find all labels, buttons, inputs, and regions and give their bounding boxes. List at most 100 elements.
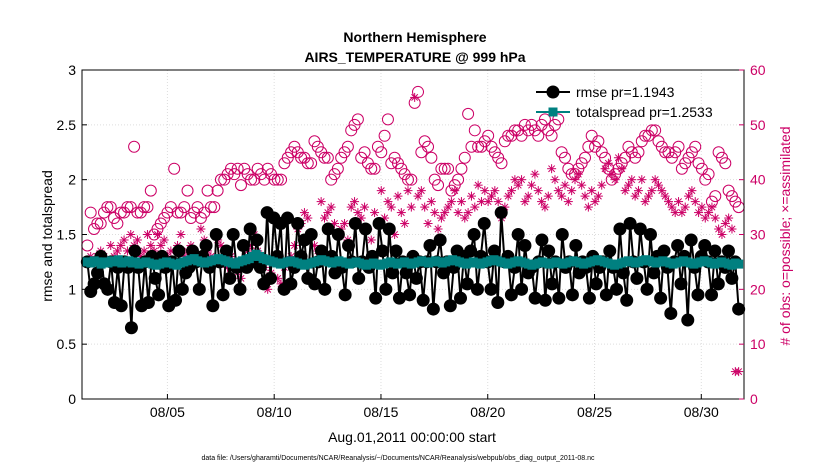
obs-possible-point xyxy=(121,201,134,214)
obs-possible-point xyxy=(94,217,107,230)
obs-assimilated-point xyxy=(527,180,537,190)
rmse-point xyxy=(372,217,386,231)
obs-possible-point xyxy=(702,168,715,181)
obs-assimilated-point xyxy=(142,230,152,239)
obs-assimilated-point xyxy=(406,202,416,212)
rmse-point xyxy=(342,238,356,252)
obs-possible-point xyxy=(438,162,451,175)
rmse-point xyxy=(518,238,532,252)
rmse-point xyxy=(671,238,685,252)
x-tick-label: 08/30 xyxy=(684,404,719,420)
obs-assimilated-point xyxy=(490,186,500,196)
obs-possible-point xyxy=(181,184,194,197)
legend: rmse pr=1.1943 totalspread pr=1.2533 xyxy=(536,84,713,120)
obs-possible-point xyxy=(358,146,371,159)
obs-possible-point xyxy=(645,124,658,137)
obs-possible-point xyxy=(468,124,481,137)
obs-assimilated-point xyxy=(694,208,704,218)
rmse-point xyxy=(487,244,501,258)
rmse-point xyxy=(599,288,613,302)
rmse-point xyxy=(321,222,335,236)
obs-assimilated-point xyxy=(146,240,156,250)
obs-assimilated-point xyxy=(643,191,653,201)
obs-possible-point xyxy=(415,146,428,159)
obs-assimilated-point xyxy=(132,235,142,245)
rmse-point xyxy=(725,271,739,285)
obs-assimilated-point xyxy=(316,197,326,207)
rmse-point xyxy=(538,293,552,307)
y2-tick-label: 60 xyxy=(750,62,766,78)
obs-assimilated-point xyxy=(553,186,563,196)
obs-possible-point xyxy=(301,157,314,170)
obs-assimilated-point xyxy=(386,202,396,212)
rmse-point xyxy=(124,321,138,335)
obs-assimilated-point xyxy=(507,186,517,196)
obs-assimilated-point xyxy=(687,186,697,196)
obs-assimilated-point xyxy=(540,202,550,212)
obs-possible-point xyxy=(442,162,455,175)
rmse-point xyxy=(623,217,637,231)
rmse-point xyxy=(504,288,518,302)
rmse-point xyxy=(643,228,657,241)
y2-tick-label: 0 xyxy=(750,391,758,407)
obs-assimilated-point xyxy=(483,197,493,207)
rmse-point xyxy=(233,282,247,296)
obs-possible-point xyxy=(84,206,97,219)
rmse-point xyxy=(152,288,166,302)
obs-assimilated-point xyxy=(360,202,370,212)
obs-possible-point xyxy=(365,162,378,175)
rmse-point xyxy=(630,271,644,285)
rmse-point xyxy=(453,291,467,305)
obs-assimilated-point xyxy=(727,224,737,234)
rmse-point xyxy=(219,244,233,258)
obs-possible-point xyxy=(538,113,551,126)
obs-assimilated-point xyxy=(126,230,136,239)
obs-assimilated-point xyxy=(714,224,724,234)
obs-possible-point xyxy=(579,151,592,164)
rmse-point xyxy=(359,222,373,236)
rmse-point xyxy=(280,211,294,225)
obs-assimilated-point xyxy=(443,202,453,212)
obs-assimilated-point xyxy=(707,202,717,212)
obs-assimilated-point xyxy=(563,197,573,207)
chart-title: Northern Hemisphere xyxy=(343,29,486,45)
y2-tick-label: 40 xyxy=(750,172,766,188)
obs-assimilated-point xyxy=(657,186,667,196)
y-axis-label: rmse and totalspread xyxy=(39,170,55,302)
y2-tick-label: 20 xyxy=(750,281,766,297)
obs-possible-point xyxy=(144,184,157,197)
obs-assimilated-point xyxy=(119,235,129,245)
obs-assimilated-point xyxy=(667,202,677,212)
rmse-point xyxy=(467,228,481,241)
rmse-point xyxy=(603,244,617,258)
obs-assimilated-point xyxy=(196,224,206,234)
rmse-point xyxy=(318,282,332,296)
rmse-point xyxy=(552,291,566,305)
obs-possible-point xyxy=(368,162,381,175)
rmse-point xyxy=(565,288,579,302)
obs-assimilated-point xyxy=(610,175,620,185)
obs-possible-point xyxy=(341,140,354,153)
obs-possible-point xyxy=(582,140,595,153)
obs-assimilated-point xyxy=(423,219,433,229)
obs-possible-point xyxy=(104,201,117,214)
obs-assimilated-point xyxy=(600,164,610,174)
rmse-point xyxy=(443,299,457,313)
rmse-point xyxy=(243,222,257,236)
legend-rmse-label: rmse pr=1.1943 xyxy=(576,84,675,100)
obs-assimilated-point xyxy=(617,164,627,174)
rmse-point xyxy=(657,244,671,258)
obs-assimilated-point xyxy=(517,175,527,185)
legend-totalspread-label: totalspread pr=1.2533 xyxy=(576,104,713,120)
obs-assimilated-point xyxy=(577,180,587,190)
rmse-point xyxy=(511,228,525,241)
obs-assimilated-point xyxy=(623,180,633,190)
rmse-point xyxy=(284,277,298,291)
obs-assimilated-point xyxy=(724,213,734,223)
obs-possible-point xyxy=(709,190,722,203)
obs-possible-point xyxy=(462,107,475,120)
rmse-point xyxy=(128,244,142,258)
rmse-point xyxy=(616,266,630,280)
obs-assimilated-point xyxy=(433,224,443,234)
